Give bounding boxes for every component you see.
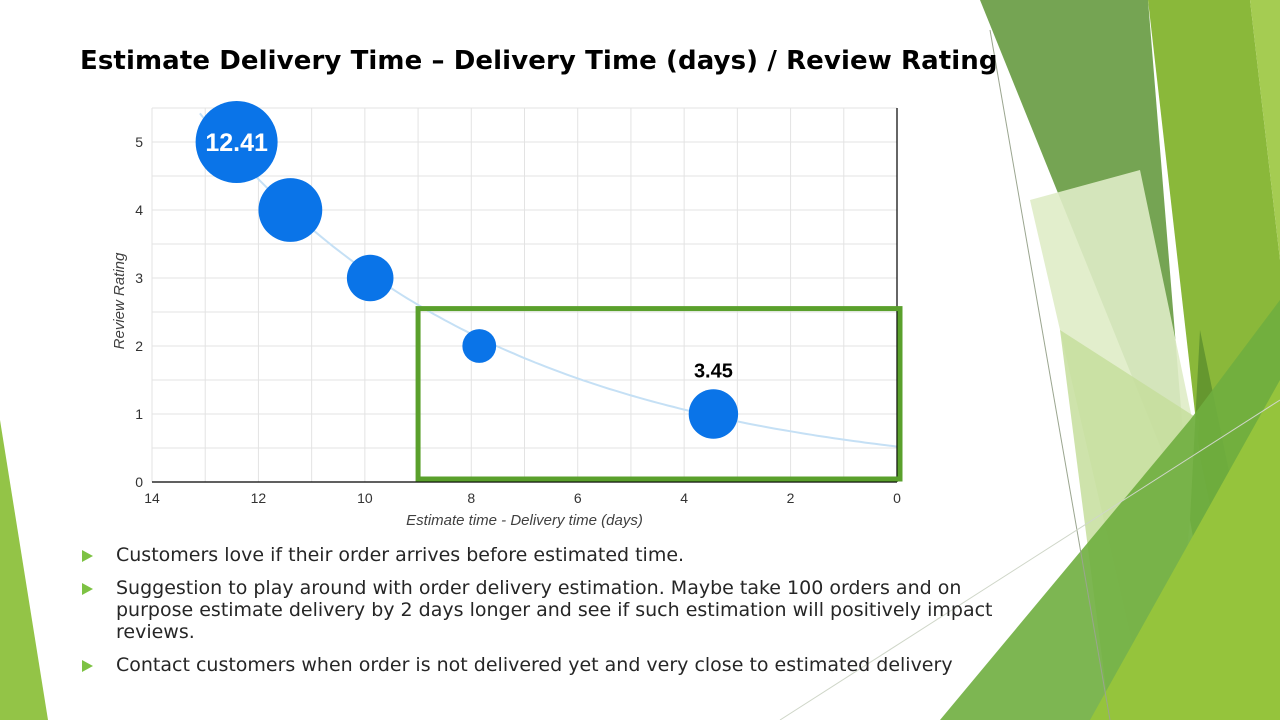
x-tick-label: 4: [680, 490, 688, 506]
x-tick-label: 6: [574, 490, 582, 506]
bullet-text: Suggestion to play around with order del…: [116, 577, 993, 643]
deco-line: [779, 399, 1280, 720]
y-axis-label: Review Rating: [111, 252, 128, 349]
highlight-box: [415, 306, 903, 482]
x-tick-label: 8: [467, 490, 475, 506]
x-tick-label: 0: [893, 490, 901, 506]
bullet-arrow-icon: [82, 550, 93, 562]
data-point: [688, 389, 739, 439]
bullet-item: Suggestion to play around with order del…: [80, 577, 1040, 643]
deco-shape: [1090, 380, 1280, 720]
data-points: [195, 101, 739, 439]
y-tick-label: 4: [135, 202, 143, 218]
bullet-item: Customers love if their order arrives be…: [80, 544, 1040, 566]
x-tick-label: 2: [787, 490, 795, 506]
y-tick-label: 5: [135, 134, 143, 150]
bullet-text: Contact customers when order is not deli…: [116, 654, 953, 676]
page-title: Estimate Delivery Time – Delivery Time (…: [80, 46, 998, 76]
deco-shape: [0, 420, 48, 720]
data-point: [195, 101, 278, 183]
data-labels: 12.41 3.45: [205, 129, 733, 382]
x-tick-label: 12: [251, 490, 267, 506]
bullet-list: Customers love if their order arrives be…: [80, 544, 1040, 687]
bullet-text: Customers love if their order arrives be…: [116, 544, 685, 566]
bullet-item: Contact customers when order is not deli…: [80, 654, 1040, 676]
deco-line: [989, 29, 1111, 720]
data-label: 12.41: [205, 129, 268, 157]
y-tick-label: 0: [135, 474, 143, 490]
data-point: [346, 254, 394, 302]
x-tick-label: 14: [144, 490, 160, 506]
data-point: [258, 178, 323, 242]
data-label: 3.45: [694, 360, 733, 382]
x-axis-label: Estimate time - Delivery time (days): [406, 512, 643, 529]
x-tick-label: 10: [357, 490, 373, 506]
data-point: [462, 329, 497, 363]
chart-axes: [152, 108, 898, 483]
bullet-arrow-icon: [82, 583, 93, 595]
bullet-arrow-icon: [82, 660, 93, 672]
y-tick-label: 3: [135, 270, 143, 286]
deco-shape: [1250, 0, 1280, 260]
trend-line: [199, 112, 898, 448]
y-tick-label: 2: [135, 338, 143, 354]
y-tick-label: 1: [135, 406, 143, 422]
